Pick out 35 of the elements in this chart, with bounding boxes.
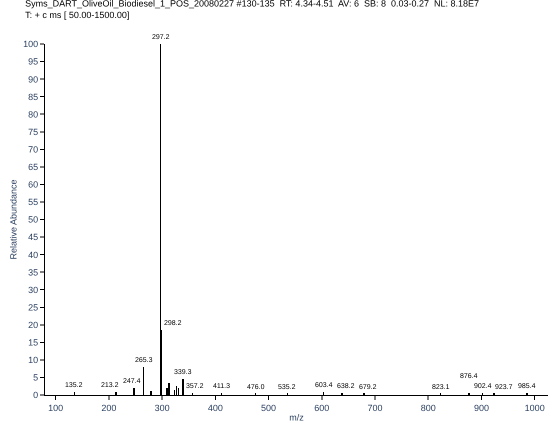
y-axis-title: Relative Abundance bbox=[8, 179, 19, 260]
chart-subtitle: T: + c ms [ 50.00-1500.00] bbox=[25, 10, 130, 20]
y-tick-label: 85 bbox=[28, 92, 38, 102]
y-tick-label: 35 bbox=[28, 267, 38, 278]
y-tick-label: 70 bbox=[28, 144, 38, 154]
x-tick-label: 500 bbox=[261, 402, 276, 413]
x-tick-label: 900 bbox=[474, 402, 489, 413]
x-tick-label: 300 bbox=[154, 402, 170, 413]
chart-title: Syms_DART_OliveOil_Biodiesel_1_POS_20080227 #130-135 RT: 4.34-4.51 AV: 6 SB: 8 0.03-0.27 NL: 8.18E7 bbox=[25, 0, 480, 8]
y-tick-label: 40 bbox=[28, 250, 38, 260]
y-tick-label: 15 bbox=[28, 338, 38, 348]
x-tick-label: 100 bbox=[48, 402, 64, 413]
x-tick-label: 200 bbox=[101, 402, 116, 413]
y-tick-label: 0 bbox=[33, 390, 38, 400]
y-tick-label: 100 bbox=[23, 39, 38, 50]
y-tick-label: 95 bbox=[28, 56, 38, 67]
y-tick-label: 10 bbox=[28, 355, 38, 366]
y-tick-label: 45 bbox=[28, 232, 38, 242]
y-tick-label: 50 bbox=[28, 214, 38, 225]
x-tick-label: 400 bbox=[208, 402, 223, 413]
y-tick-label: 25 bbox=[28, 302, 38, 312]
y-tick-label: 75 bbox=[28, 126, 38, 137]
y-tick-label: 55 bbox=[28, 197, 38, 208]
y-tick-label: 60 bbox=[28, 180, 38, 190]
x-tick-label: 700 bbox=[367, 402, 383, 413]
y-tick-label: 30 bbox=[28, 284, 38, 295]
y-tick-label: 90 bbox=[28, 74, 38, 84]
y-tick-label: 80 bbox=[28, 109, 38, 120]
x-tick-label: 600 bbox=[314, 402, 330, 413]
x-axis-title: m/z bbox=[289, 412, 304, 423]
y-tick-label: 5 bbox=[33, 372, 38, 383]
y-tick-label: 20 bbox=[28, 320, 38, 330]
x-tick-label: 1000 bbox=[524, 402, 545, 413]
x-tick-label: 800 bbox=[420, 402, 436, 413]
y-tick-label: 65 bbox=[28, 162, 38, 172]
